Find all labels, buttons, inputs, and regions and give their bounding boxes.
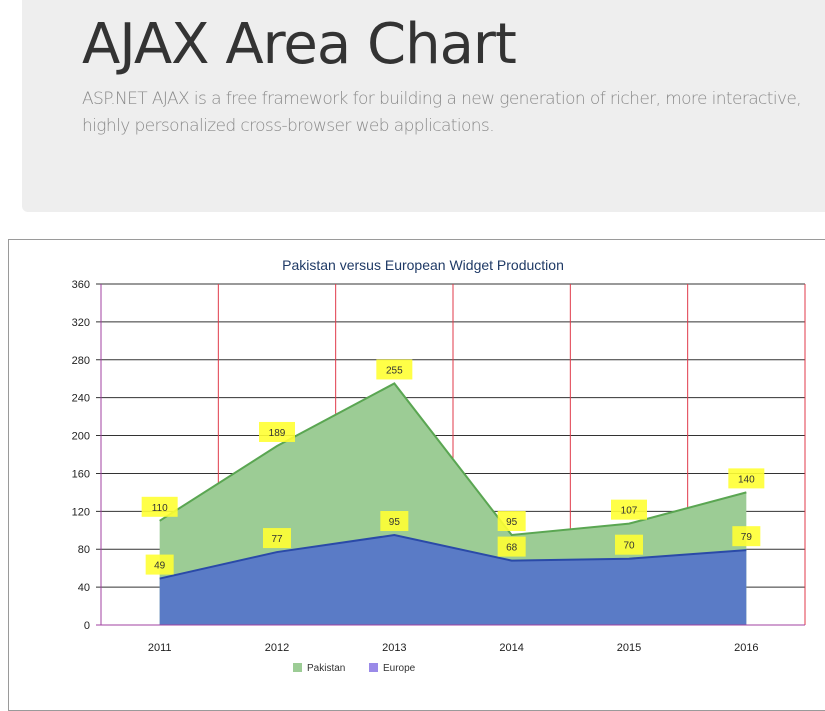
y-tick-label: 320 — [72, 317, 90, 329]
x-tick-label: 2016 — [734, 642, 758, 654]
data-label: 255 — [386, 365, 403, 376]
data-labels: 110 189 255 95 107 140 49 77 95 68 70 79 — [141, 359, 765, 575]
data-label-bg — [497, 511, 526, 532]
data-label-bg — [380, 511, 409, 532]
y-tick-label: 40 — [78, 582, 90, 594]
chart-container: Pakistan versus European Widget Producti… — [8, 239, 825, 711]
data-label-bg — [141, 496, 178, 517]
area-chart: Pakistan versus European Widget Producti… — [72, 257, 806, 674]
data-label: 77 — [271, 534, 283, 545]
data-label: 70 — [623, 541, 635, 552]
data-label-bg — [376, 359, 413, 380]
legend-label-pakistan[interactable]: Pakistan — [307, 663, 345, 674]
page-lead: ASP.NET AJAX is a free framework for bui… — [82, 89, 802, 136]
data-label-bg — [259, 421, 295, 442]
data-label: 79 — [741, 532, 753, 543]
data-label: 140 — [738, 474, 755, 485]
page-title: AJAX Area Chart — [82, 12, 517, 77]
axes: 0 40 80 120 160 200 240 280 320 360 2011 2012 2013 20… — [72, 279, 805, 654]
y-tick-label: 200 — [72, 431, 90, 443]
data-label: 95 — [389, 517, 401, 528]
y-tick-label: 280 — [72, 355, 90, 367]
y-tick-label: 360 — [72, 279, 90, 291]
y-tick-label: 240 — [72, 393, 90, 405]
data-label-bg — [615, 534, 643, 555]
data-label-bg — [728, 468, 765, 489]
data-label: 68 — [506, 543, 518, 554]
data-label-bg — [145, 554, 174, 575]
x-tick-label: 2012 — [265, 642, 289, 654]
y-tick-label: 80 — [78, 544, 90, 556]
chart-title: Pakistan versus European Widget Producti… — [282, 257, 564, 273]
y-tick-label: 160 — [72, 468, 90, 480]
data-label: 95 — [506, 517, 518, 528]
data-label: 107 — [621, 506, 638, 517]
x-tick-label: 2015 — [617, 642, 641, 654]
series-line-pakistan — [159, 382, 747, 537]
data-label-bg — [263, 528, 291, 549]
legend: Pakistan Europe — [293, 663, 416, 674]
data-label-bg — [732, 526, 761, 547]
x-tick-label: 2013 — [382, 642, 406, 654]
legend-swatch-pakistan — [293, 663, 302, 672]
y-tick-label: 120 — [72, 506, 90, 518]
data-label-bg — [611, 499, 647, 520]
x-tick-label: 2011 — [148, 642, 172, 654]
series-area-europe[interactable] — [159, 535, 747, 625]
data-label-bg — [497, 536, 526, 557]
x-tick-label: 2014 — [499, 642, 523, 654]
series-line-europe — [159, 533, 747, 580]
data-label: 49 — [154, 561, 166, 572]
y-tick-label: 0 — [84, 620, 90, 632]
jumbotron: AJAX Area Chart ASP.NET AJAX is a free f… — [22, 0, 825, 212]
data-label: 189 — [269, 428, 286, 439]
series-areas — [159, 382, 747, 625]
legend-swatch-europe — [369, 663, 378, 672]
data-label: 110 — [152, 503, 168, 514]
legend-label-europe[interactable]: Europe — [383, 663, 416, 674]
